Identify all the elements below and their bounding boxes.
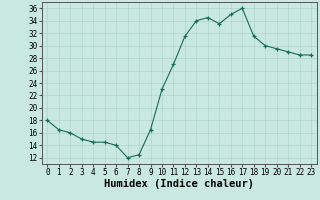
X-axis label: Humidex (Indice chaleur): Humidex (Indice chaleur) (104, 179, 254, 189)
